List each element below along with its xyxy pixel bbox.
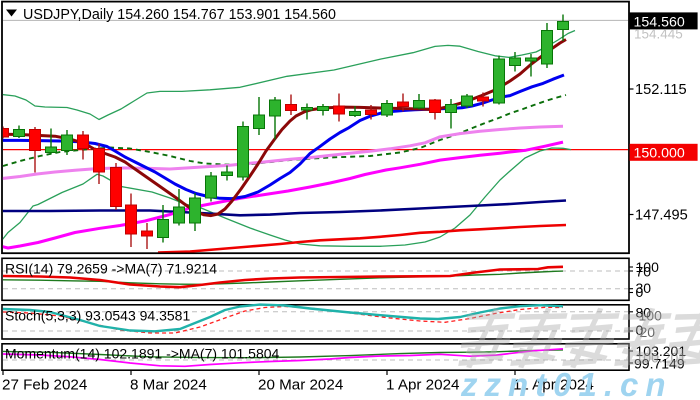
- svg-text:154.445: 154.445: [634, 27, 683, 42]
- svg-text:103.201: 103.201: [636, 343, 687, 359]
- svg-text:70: 70: [636, 264, 652, 280]
- svg-text:80: 80: [636, 305, 652, 321]
- svg-text:100: 100: [636, 259, 660, 275]
- svg-text:150.000: 150.000: [634, 146, 685, 162]
- svg-text:20: 20: [640, 324, 656, 340]
- svg-text:154.560: 154.560: [634, 14, 685, 30]
- svg-text:1 Apr 2024: 1 Apr 2024: [386, 377, 459, 394]
- svg-text:100: 100: [639, 308, 663, 324]
- svg-text:147.495: 147.495: [635, 208, 688, 224]
- svg-text:99.7149: 99.7149: [634, 355, 685, 371]
- svg-text:152.115: 152.115: [635, 82, 687, 98]
- svg-text:zznt01.cn: zznt01.cn: [460, 366, 673, 400]
- svg-text:USDJPY,Daily 154.260 154.767: USDJPY,Daily 154.260 154.767 153.901 154…: [23, 7, 336, 23]
- svg-text:8 Mar 2024: 8 Mar 2024: [130, 377, 207, 394]
- svg-text:20 Mar 2024: 20 Mar 2024: [258, 377, 343, 394]
- svg-text:30: 30: [636, 280, 652, 296]
- svg-text:Stoch(5,3,3) 93.0543 94.3581: Stoch(5,3,3) 93.0543 94.3581: [5, 308, 190, 324]
- svg-text:100.201: 100.201: [636, 350, 687, 366]
- svg-text:0: 0: [636, 284, 644, 300]
- svg-text:Momentum(14) 102.1891 ->MA(7): Momentum(14) 102.1891 ->MA(7) 101.5804: [5, 346, 280, 362]
- svg-text:11 Apr 2024: 11 Apr 2024: [513, 377, 594, 394]
- svg-text:RSI(14) 79.2659 ->MA(7) 71.92: RSI(14) 79.2659 ->MA(7) 71.9214: [5, 261, 217, 277]
- svg-text:0: 0: [636, 322, 644, 338]
- svg-text:27 Feb 2024: 27 Feb 2024: [2, 377, 87, 394]
